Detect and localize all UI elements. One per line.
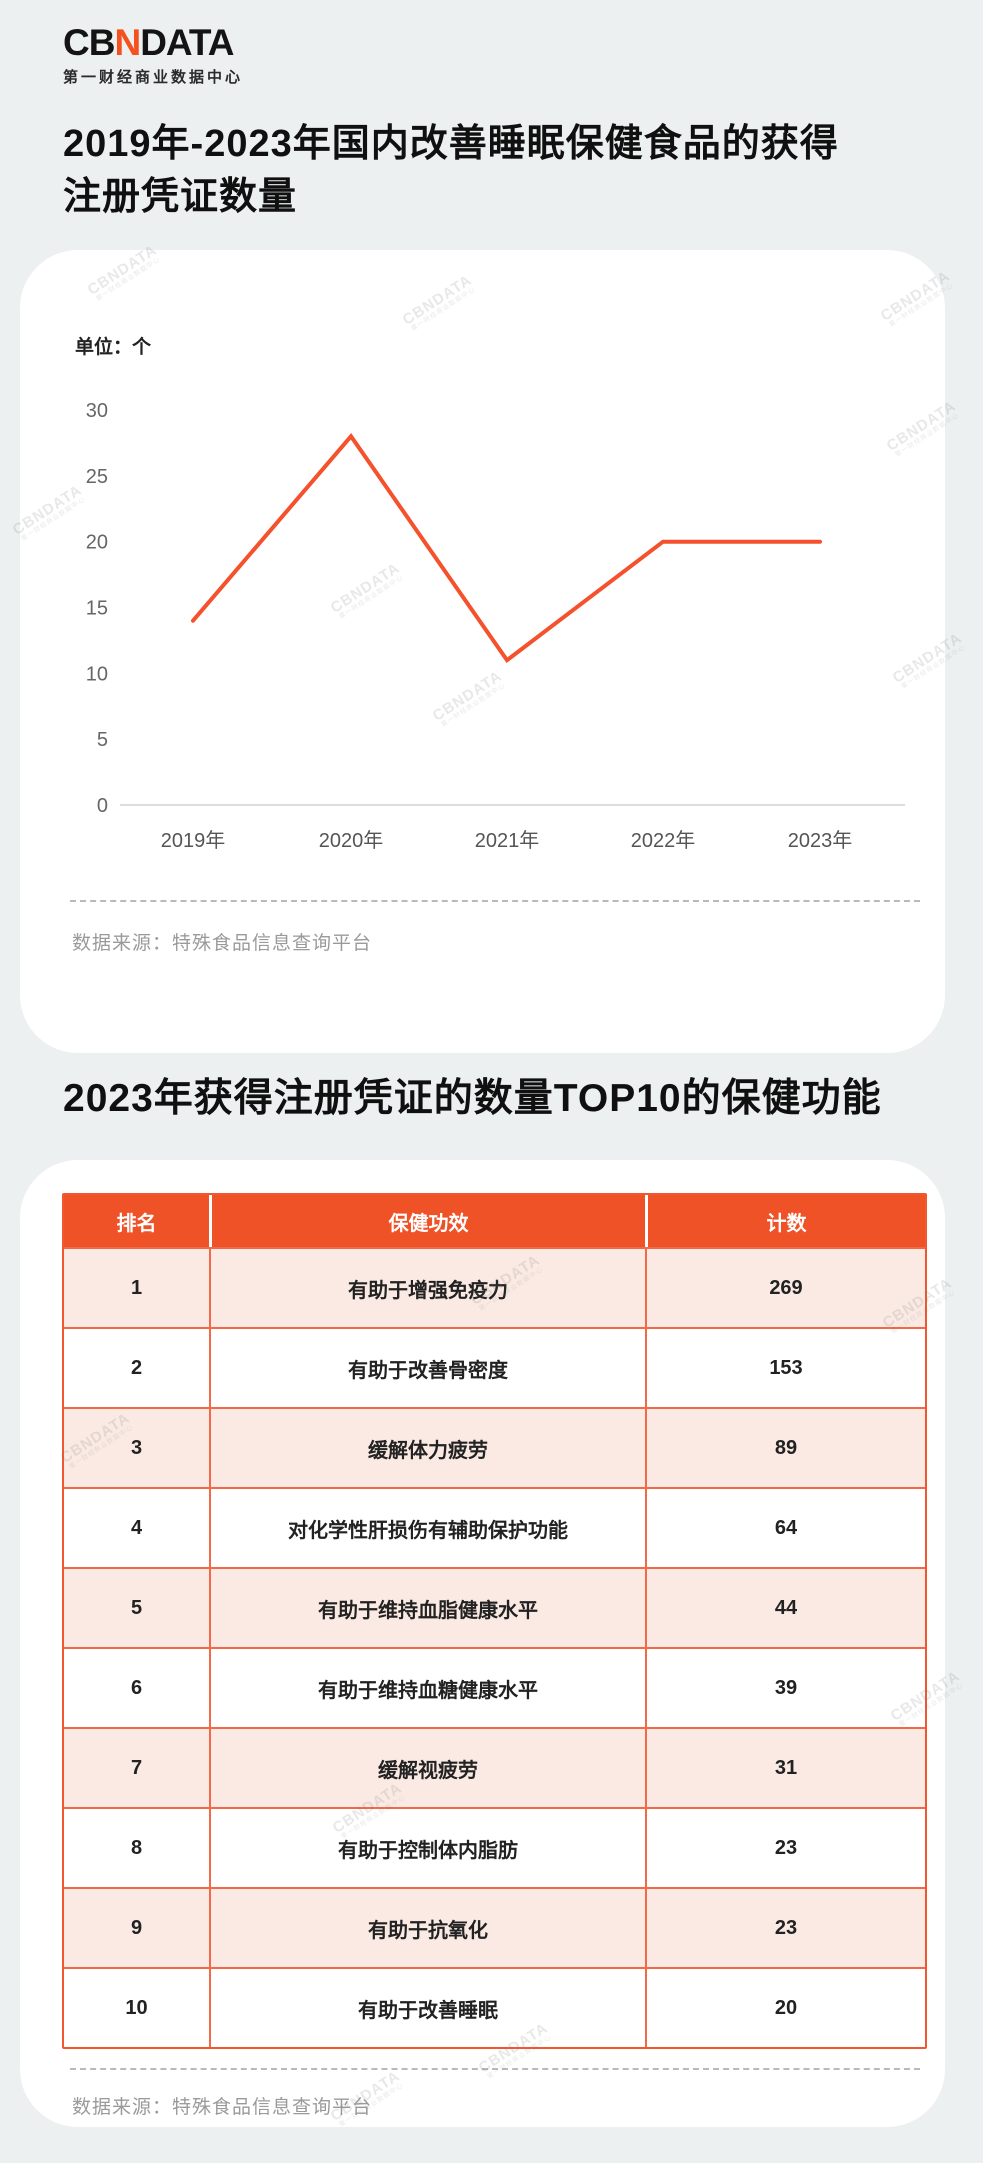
top10-table: 排名 保健功效 计数 1 有助于增强免疫力 269 2 有助于改善骨密度 153 3 缓解体力疲劳 8… [62, 1193, 927, 2049]
count-cell: 89 [645, 1409, 925, 1487]
table-header-row: 排名 保健功效 计数 [64, 1195, 925, 1247]
effect-cell: 有助于改善睡眠 [209, 1969, 645, 2047]
rank-cell: 5 [130, 1596, 143, 1619]
effect-cell: 有助于维持血糖健康水平 [209, 1649, 645, 1727]
header-cell: 计数 [645, 1195, 925, 1247]
table-source-note: 数据来源：特殊食品信息查询平台 [72, 2097, 373, 2118]
x-axis-label: 2019年 [161, 829, 226, 852]
x-axis-label: 2023年 [788, 829, 853, 852]
table-row: 7 缓解视疲劳 31 [64, 1727, 925, 1807]
section1-title-line2: 注册凭证数量 [63, 176, 298, 218]
table-row: 5 有助于维持血脂健康水平 44 [64, 1567, 925, 1647]
y-tick-label: 20 [86, 532, 108, 554]
top10-table-card: 排名 保健功效 计数 1 有助于增强免疫力 269 2 有助于改善骨密度 153 3 缓解体力疲劳 8… [20, 1160, 945, 2127]
effect-cell: 有助于控制体内脂肪 [209, 1809, 645, 1887]
section1-title: 2019年-2023年国内改善睡眠保健食品的获得 注册凭证数量 [63, 118, 943, 224]
count-cell: 153 [645, 1329, 925, 1407]
table-row: 6 有助于维持血糖健康水平 39 [64, 1647, 925, 1727]
section1-title-line1: 2019年-2023年国内改善睡眠保健食品的获得 [63, 123, 839, 165]
brand-block: CBNDATA 第一财经商业数据中心 [63, 22, 244, 87]
logo-cb: CB [63, 22, 115, 63]
rank-cell: 2 [130, 1356, 143, 1379]
header-cell: 保健功效 [209, 1195, 645, 1247]
y-tick-label: 0 [97, 795, 108, 817]
x-axis-label: 2020年 [319, 829, 384, 852]
rank-cell: 9 [130, 1916, 143, 1939]
line-chart-card: 单位：个 30 25 20 15 10 5 0 2019年 2020年 2021年 2022年 202… [20, 250, 945, 1053]
rank-cell: 1 [130, 1276, 143, 1299]
count-cell: 269 [645, 1249, 925, 1327]
count-cell: 64 [645, 1489, 925, 1567]
brand-subtitle: 第一财经商业数据中心 [63, 68, 244, 86]
count-cell: 20 [645, 1969, 925, 2047]
x-axis-label: 2021年 [475, 829, 540, 852]
cbndata-logo: CBNDATA [63, 22, 243, 63]
effect-cell: 有助于改善骨密度 [209, 1329, 645, 1407]
count-cell: 39 [645, 1649, 925, 1727]
logo-n-icon: N [114, 22, 141, 63]
effect-cell: 缓解视疲劳 [209, 1729, 645, 1807]
count-cell: 31 [645, 1729, 925, 1807]
rank-cell: 7 [130, 1756, 143, 1779]
x-axis-label: 2022年 [631, 829, 696, 852]
table-row: 2 有助于改善骨密度 153 [64, 1327, 925, 1407]
effect-cell: 有助于维持血脂健康水平 [209, 1569, 645, 1647]
header-cell: 排名 [116, 1212, 157, 1235]
count-cell: 23 [645, 1889, 925, 1967]
rank-cell: 8 [130, 1836, 143, 1859]
chart-line-series [191, 433, 822, 664]
y-tick-label: 25 [86, 466, 108, 488]
divider-dashed [70, 900, 920, 902]
effect-cell: 有助于抗氧化 [209, 1889, 645, 1967]
effect-cell: 缓解体力疲劳 [209, 1409, 645, 1487]
rank-cell: 10 [125, 1996, 148, 2019]
rank-cell: 3 [130, 1436, 143, 1459]
table-row: 4 对化学性肝损伤有辅助保护功能 64 [64, 1487, 925, 1567]
table-row: 1 有助于增强免疫力 269 [64, 1247, 925, 1327]
section2-title: 2023年获得注册凭证的数量TOP10的保健功能 [63, 1077, 882, 1120]
chart-source-note: 数据来源：特殊食品信息查询平台 [72, 933, 373, 954]
table-row: 10 有助于改善睡眠 20 [64, 1967, 925, 2047]
effect-cell: 有助于增强免疫力 [209, 1249, 645, 1327]
rank-cell: 4 [130, 1516, 143, 1539]
logo-data: DATA [140, 22, 234, 63]
count-cell: 23 [645, 1809, 925, 1887]
table-row: 9 有助于抗氧化 23 [64, 1887, 925, 1967]
rank-cell: 6 [130, 1676, 143, 1699]
y-tick-label: 30 [86, 400, 108, 422]
y-tick-label: 15 [86, 598, 108, 620]
unit-label: 单位：个 [75, 337, 152, 358]
y-tick-label: 10 [86, 663, 108, 685]
table-row: 8 有助于控制体内脂肪 23 [64, 1807, 925, 1887]
effect-cell: 对化学性肝损伤有辅助保护功能 [209, 1489, 645, 1567]
y-tick-label: 5 [97, 729, 108, 751]
divider-dashed [70, 2068, 920, 2070]
line-chart: 30 25 20 15 10 5 0 2019年 2020年 2021年 2022年 2023年 [86, 400, 905, 852]
table-row: 3 缓解体力疲劳 89 [64, 1407, 925, 1487]
count-cell: 44 [645, 1569, 925, 1647]
